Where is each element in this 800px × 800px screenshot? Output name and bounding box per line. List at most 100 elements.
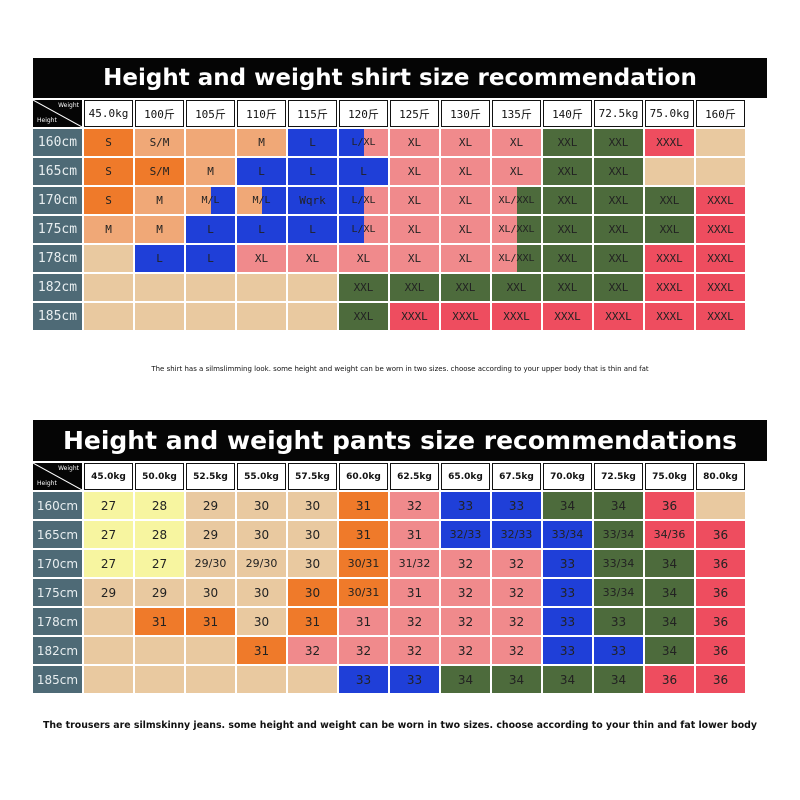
size-cell: 33 (543, 550, 592, 577)
weight-header: 62.5kg (390, 463, 439, 490)
size-label: XXXL (707, 223, 734, 236)
size-label: 33 (559, 614, 576, 629)
size-cell: 34 (645, 550, 694, 577)
size-cell: 32 (441, 637, 490, 664)
size-cell-right-fill (363, 216, 388, 243)
size-cell (135, 637, 184, 664)
size-label: M (156, 194, 163, 207)
weight-header: 120斤 (339, 100, 388, 127)
size-label: L/XL (351, 224, 376, 235)
size-cell: XXL (594, 187, 643, 214)
size-cell: 33/34 (594, 579, 643, 606)
size-cell: 32/33 (441, 521, 490, 548)
size-cell: XXL (645, 187, 694, 214)
size-cell: 34 (594, 666, 643, 693)
size-cell: XL/XXL (492, 245, 541, 272)
size-label: 32 (355, 643, 372, 658)
size-label: XXXL (605, 310, 632, 323)
size-label: 32/33 (449, 528, 482, 541)
size-cell: 32 (492, 579, 541, 606)
size-row: 160cm S S/M M L L/XL XL XL XL XXL XXL XXXL (33, 129, 747, 156)
size-label: L (360, 165, 367, 178)
size-label: 34 (610, 498, 627, 513)
size-label: 32 (406, 614, 423, 629)
size-cell: M (135, 216, 184, 243)
size-row: 185cm 33 33 34 34 34 34 36 36 (33, 666, 747, 693)
size-cell: 31/32 (390, 550, 439, 577)
size-label: 32 (406, 643, 423, 658)
size-cell-left-fill (492, 245, 517, 272)
size-label: 34 (559, 498, 576, 513)
size-label: 31 (202, 614, 219, 629)
size-cell-left-fill (186, 187, 211, 214)
size-label: 30 (304, 585, 321, 600)
size-label: M (105, 223, 112, 236)
size-cell: 34 (645, 579, 694, 606)
size-label: XXL (353, 281, 374, 294)
size-cell: XXL (543, 245, 592, 272)
size-label: XXL (557, 281, 578, 294)
weight-header: 160斤 (696, 100, 745, 127)
size-label: 34/36 (653, 528, 686, 541)
size-cell: L (288, 216, 337, 243)
size-label: S (105, 165, 112, 178)
size-label: 33 (355, 672, 372, 687)
size-row: 182cm XXL XXL XXL XXL XXL XXL XXXL XXXL (33, 274, 747, 301)
size-label: XL/XXL (498, 253, 535, 264)
size-cell: M/L (186, 187, 235, 214)
size-label: 33 (559, 556, 576, 571)
size-label: 30 (304, 498, 321, 513)
size-label: 31 (253, 643, 270, 658)
height-header: 170cm (33, 187, 82, 214)
size-cell: XL (441, 158, 490, 185)
size-cell: 29 (135, 579, 184, 606)
size-label: XXXL (656, 136, 683, 149)
size-label: 29 (202, 527, 219, 542)
size-label: XXL (506, 281, 527, 294)
size-cell: S/M (135, 129, 184, 156)
size-label: XXL (608, 223, 629, 236)
size-cell: S (84, 129, 133, 156)
size-label: XL (458, 136, 473, 149)
size-cell: XXL (543, 187, 592, 214)
size-cell: XXL (645, 216, 694, 243)
size-label: XXL (659, 194, 680, 207)
size-label: XXXL (707, 252, 734, 265)
size-cell: 28 (135, 521, 184, 548)
size-cell: Wqrk (288, 187, 337, 214)
size-cell: XXXL (645, 129, 694, 156)
shirt-note: The shirt has a silmslimming look. some … (151, 365, 649, 373)
weight-header: 105斤 (186, 100, 235, 127)
size-cell: 31 (390, 521, 439, 548)
size-cell: 32 (492, 608, 541, 635)
height-header: 165cm (33, 158, 82, 185)
corner-weight-label: Weight (58, 465, 79, 472)
size-cell: 27 (84, 550, 133, 577)
size-label: XL (509, 136, 524, 149)
size-label: 34 (661, 556, 678, 571)
height-header: 178cm (33, 245, 82, 272)
size-label: XXL (608, 281, 629, 294)
size-cell: 32 (441, 608, 490, 635)
size-cell (84, 666, 133, 693)
size-cell: XL (390, 187, 439, 214)
size-label: 36 (712, 527, 729, 542)
size-cell-left-fill (339, 216, 364, 243)
size-cell: 32 (390, 608, 439, 635)
size-cell: 36 (696, 637, 745, 664)
size-label: L (207, 223, 214, 236)
size-row: 165cm 27 28 29 30 30 31 31 32/33 32/33 33/34 33/34 3… (33, 521, 747, 548)
size-cell: XL/XXL (492, 187, 541, 214)
size-cell-right-fill (363, 187, 388, 214)
size-cell (696, 492, 745, 519)
size-cell-right-fill (516, 216, 541, 243)
size-cell: 34 (441, 666, 490, 693)
size-cell (288, 303, 337, 330)
size-label: 27 (100, 556, 117, 571)
size-label: 34 (559, 672, 576, 687)
size-cell: 34 (543, 492, 592, 519)
size-label: 28 (151, 527, 168, 542)
size-label: XL/XXL (498, 224, 535, 235)
size-cell: 27 (84, 521, 133, 548)
size-cell: 27 (135, 550, 184, 577)
